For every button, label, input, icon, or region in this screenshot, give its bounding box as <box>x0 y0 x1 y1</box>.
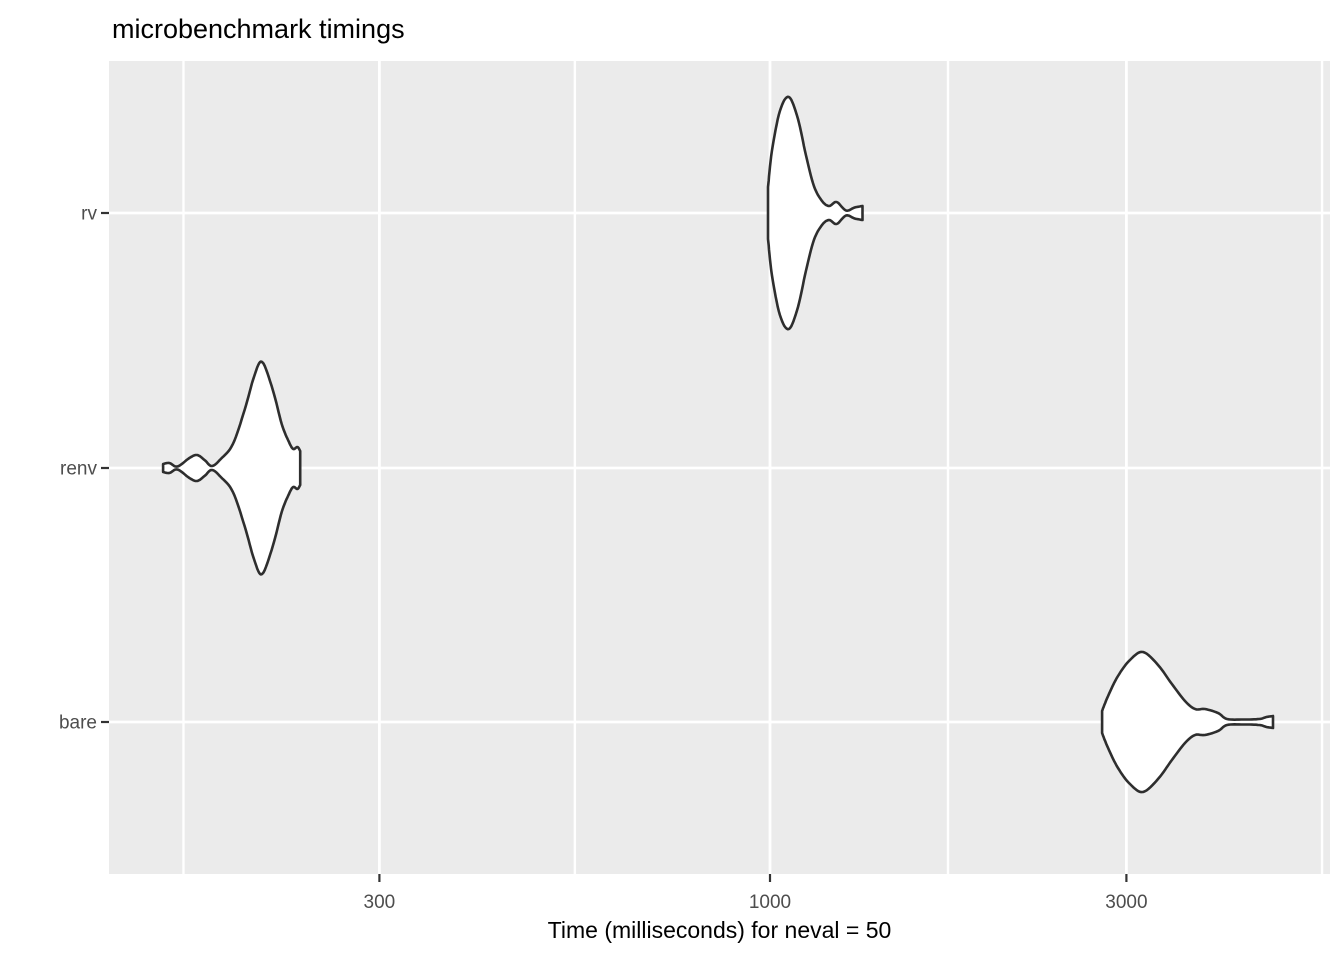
x-tick-labels: 300 1000 3000 <box>364 892 1148 913</box>
x-tick-label-3000: 3000 <box>1105 892 1147 913</box>
y-tick-label-bare: bare <box>59 713 97 734</box>
x-tick-label-300: 300 <box>364 892 396 913</box>
axis-ticks <box>101 211 1128 882</box>
violin-bare <box>1100 650 1275 794</box>
violin-renv <box>161 360 302 576</box>
violin-rv <box>766 95 864 331</box>
x-axis-title: Time (milliseconds) for neval = 50 <box>548 917 892 943</box>
y-tick-labels: rv renv bare <box>59 204 98 734</box>
chart-title: microbenchmark timings <box>112 14 405 44</box>
y-tick-label-rv: rv <box>81 204 97 225</box>
y-tick-label-renv: renv <box>60 459 97 480</box>
violins <box>161 95 1275 794</box>
x-tick-label-1000: 1000 <box>749 892 791 913</box>
